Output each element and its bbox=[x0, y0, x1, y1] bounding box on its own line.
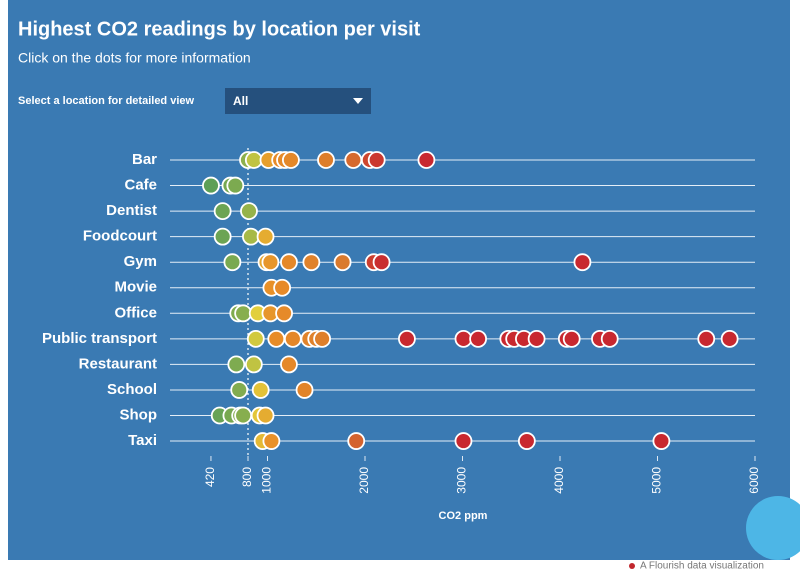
chart-subtitle: Click on the dots for more information bbox=[18, 50, 251, 66]
x-tick-label: 800 bbox=[240, 467, 254, 487]
data-dot[interactable] bbox=[527, 329, 546, 348]
data-dot[interactable] bbox=[267, 329, 286, 348]
data-dot[interactable] bbox=[652, 432, 671, 450]
data-dot[interactable] bbox=[262, 432, 281, 450]
x-tick-label: 1000 bbox=[260, 467, 274, 494]
data-dot[interactable] bbox=[280, 253, 298, 272]
x-tick-label: 2000 bbox=[357, 467, 371, 494]
x-tick-label: 6000 bbox=[747, 467, 761, 494]
data-dot[interactable] bbox=[256, 227, 275, 246]
data-dot[interactable] bbox=[230, 381, 249, 399]
data-dot[interactable] bbox=[720, 329, 739, 348]
category-label: Restaurant bbox=[79, 355, 157, 372]
filter-label: Select a location for detailed view bbox=[18, 95, 194, 107]
x-tick-label: 4000 bbox=[552, 467, 566, 494]
x-tick-label: 3000 bbox=[455, 467, 469, 494]
category-label: Cafe bbox=[124, 177, 157, 194]
data-dot[interactable] bbox=[281, 151, 300, 169]
data-dot[interactable] bbox=[273, 278, 292, 297]
data-dot[interactable] bbox=[372, 253, 391, 272]
data-dot[interactable] bbox=[234, 304, 253, 323]
data-dot[interactable] bbox=[398, 329, 416, 348]
x-axis-label: CO2 ppm bbox=[439, 510, 488, 522]
data-dot[interactable] bbox=[295, 381, 314, 399]
category-label: Foodcourt bbox=[83, 228, 157, 245]
data-dot[interactable] bbox=[283, 329, 302, 348]
category-label: School bbox=[107, 381, 157, 398]
data-dot[interactable] bbox=[600, 329, 619, 348]
data-dot[interactable] bbox=[275, 304, 293, 323]
category-label: Movie bbox=[114, 279, 157, 296]
data-dot[interactable] bbox=[242, 227, 260, 246]
data-dot[interactable] bbox=[417, 151, 436, 169]
category-label: Shop bbox=[120, 406, 158, 423]
flourish-logo bbox=[629, 563, 635, 569]
data-dot[interactable] bbox=[213, 227, 232, 246]
data-dot[interactable] bbox=[697, 329, 716, 348]
data-dot[interactable] bbox=[469, 329, 488, 348]
data-dot[interactable] bbox=[246, 329, 265, 348]
x-tick-label: 420 bbox=[203, 467, 217, 487]
x-tick-label: 5000 bbox=[650, 467, 664, 494]
category-label: Public transport bbox=[42, 330, 157, 347]
data-dot[interactable] bbox=[454, 329, 473, 348]
data-dot[interactable] bbox=[227, 355, 246, 374]
data-dot[interactable] bbox=[344, 151, 363, 169]
data-dot[interactable] bbox=[256, 406, 275, 425]
data-dot[interactable] bbox=[302, 253, 321, 272]
data-dot[interactable] bbox=[313, 329, 332, 348]
data-dot[interactable] bbox=[226, 176, 245, 195]
data-dot[interactable] bbox=[367, 151, 386, 169]
chart-title: Highest CO2 readings by location per vis… bbox=[18, 18, 421, 40]
category-label: Office bbox=[114, 304, 157, 321]
data-dot[interactable] bbox=[223, 253, 242, 272]
data-dot[interactable] bbox=[244, 355, 263, 374]
data-dot[interactable] bbox=[562, 329, 581, 348]
data-dot[interactable] bbox=[573, 253, 592, 272]
category-label: Bar bbox=[132, 151, 157, 168]
data-dot[interactable] bbox=[317, 151, 335, 169]
data-dot[interactable] bbox=[213, 202, 232, 221]
data-dot[interactable] bbox=[333, 253, 352, 272]
data-dot[interactable] bbox=[244, 151, 263, 169]
data-dot[interactable] bbox=[261, 253, 280, 272]
category-label: Gym bbox=[124, 253, 157, 270]
category-label: Dentist bbox=[106, 202, 157, 219]
location-dropdown[interactable]: All bbox=[225, 88, 371, 114]
data-dot[interactable] bbox=[251, 381, 270, 399]
background bbox=[8, 0, 790, 560]
data-dot[interactable] bbox=[280, 355, 298, 374]
category-label: Taxi bbox=[128, 432, 157, 449]
footer-credit: A Flourish data visualization bbox=[640, 561, 764, 570]
data-dot[interactable] bbox=[202, 176, 220, 195]
floating-button[interactable] bbox=[746, 496, 800, 560]
data-dot[interactable] bbox=[240, 202, 258, 221]
data-dot[interactable] bbox=[517, 432, 536, 450]
data-dot[interactable] bbox=[234, 406, 253, 425]
data-dot[interactable] bbox=[454, 432, 473, 450]
data-dot[interactable] bbox=[347, 432, 366, 450]
